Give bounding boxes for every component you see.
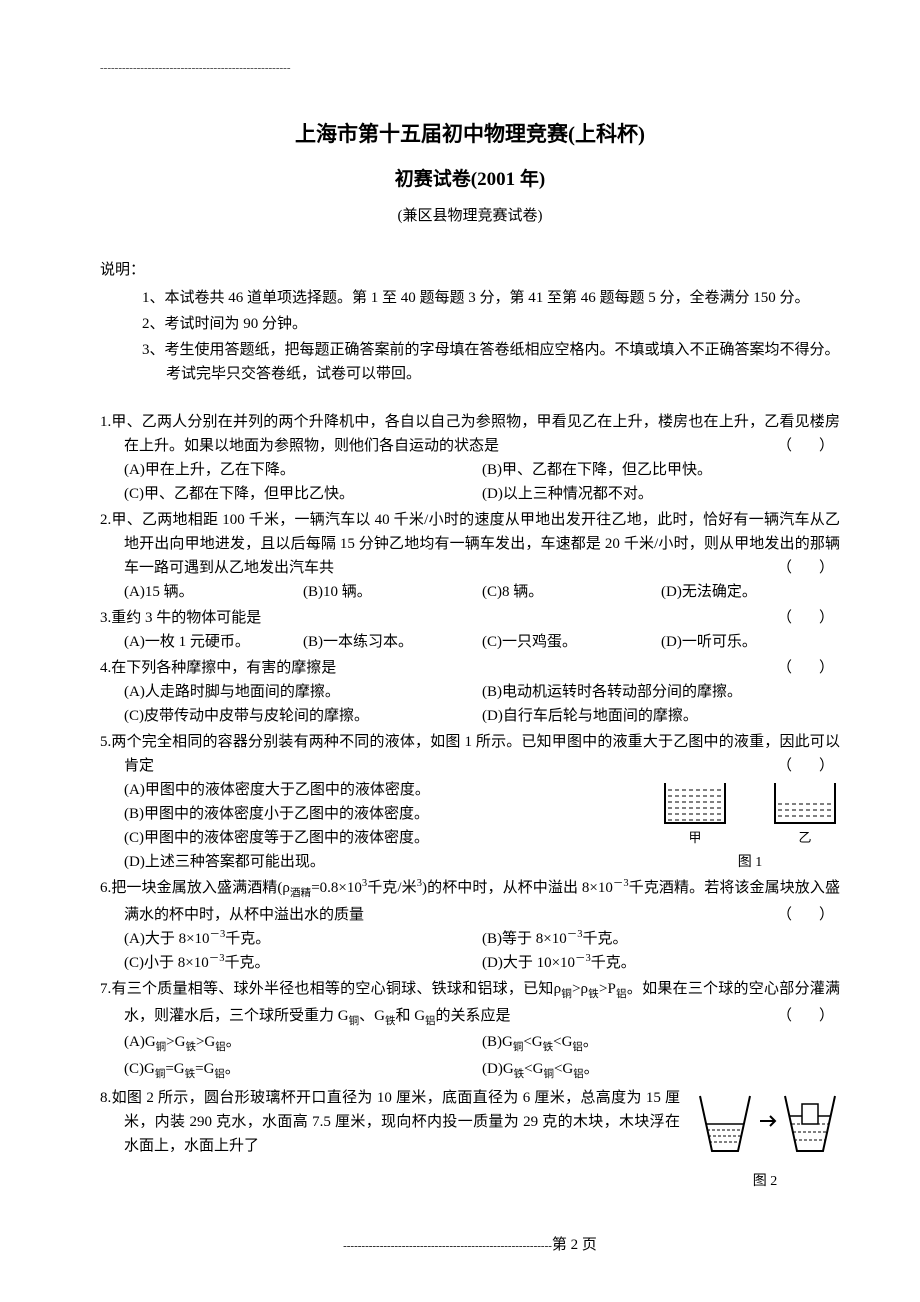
q6-text-p4: )的杯中时，从杯中溢出 8×10 — [422, 880, 613, 896]
question-6: 6.把一块金属放入盛满酒精(ρ酒精=0.8×103千克/米3)的杯中时，从杯中溢… — [100, 876, 840, 975]
q2-opt-c: (C)8 辆。 — [482, 580, 661, 604]
question-8: 图 2 8.如图 2 所示，圆台形玻璃杯开口直径为 10 厘米，底面直径为 6 … — [100, 1086, 840, 1193]
instruction-2: 2、考试时间为 90 分钟。 — [142, 312, 840, 336]
figure-1-label: 图 1 — [660, 852, 840, 874]
q1-opt-a: (A)甲在上升，乙在下降。 — [124, 458, 482, 482]
q7-opt-c: (C)G铜=G铁=G铝。 — [124, 1057, 482, 1084]
q7-text: 7.有三个质量相等、球外半径也相等的空心铜球、铁球和铝球，已知ρ铜>ρ铁>P铝。… — [100, 981, 840, 1024]
footer-page: 第 2 页 — [552, 1237, 597, 1253]
container-yi-icon — [770, 778, 840, 828]
q1-paren: （ ） — [801, 434, 840, 458]
q2-opt-d: (D)无法确定。 — [661, 580, 840, 604]
q6-text-p3: 千克/米 — [367, 880, 417, 896]
q7-paren: （ ） — [801, 1004, 840, 1028]
q4-opt-d: (D)自行车后轮与地面间的摩擦。 — [482, 704, 840, 728]
q4-paren: （ ） — [801, 656, 840, 680]
footer-dash: ----------------------------------------… — [343, 1240, 552, 1252]
figure-1: 甲 乙 图 1 — [660, 778, 840, 874]
instructions-block: 1、本试卷共 46 道单项选择题。第 1 至 40 题每题 3 分，第 41 至… — [100, 286, 840, 386]
figure-2: 图 2 — [690, 1086, 840, 1193]
q6-paren: （ ） — [801, 903, 840, 927]
instructions-label: 说明： — [100, 258, 840, 282]
label-yi: 乙 — [770, 828, 840, 849]
q4-text: 4.在下列各种摩擦中，有害的摩擦是 — [100, 660, 336, 676]
figure-2-label: 图 2 — [690, 1171, 840, 1193]
q4-opt-b: (B)电动机运转时各转动部分间的摩擦。 — [482, 680, 840, 704]
q6-sub1: 酒精 — [290, 888, 311, 899]
page-footer: ----------------------------------------… — [100, 1233, 840, 1257]
q5-text: 5.两个完全相同的容器分别装有两种不同的液体，如图 1 所示。已知甲图中的液重大… — [100, 734, 840, 774]
question-4: 4.在下列各种摩擦中，有害的摩擦是 （ ） (A)人走路时脚与地面间的摩擦。 (B… — [100, 656, 840, 728]
q3-text: 3.重约 3 牛的物体可能是 — [100, 610, 261, 626]
title-note: (兼区县物理竞赛试卷) — [100, 204, 840, 228]
q1-opt-b: (B)甲、乙都在下降，但乙比甲快。 — [482, 458, 840, 482]
q5-paren: （ ） — [801, 754, 840, 778]
q1-opt-c: (C)甲、乙都在下降，但甲比乙快。 — [124, 482, 482, 506]
q2-text: 2.甲、乙两地相距 100 千米，一辆汽车以 40 千米/小时的速度从甲地出发开… — [100, 512, 840, 576]
title-sub: 初赛试卷(2001 年) — [100, 165, 840, 195]
label-jia: 甲 — [660, 828, 730, 849]
q2-opt-b: (B)10 辆。 — [303, 580, 482, 604]
cup-icon — [690, 1086, 840, 1161]
q3-opt-a: (A)一枚 1 元硬币。 — [124, 630, 303, 654]
q6-opt-c: (C)小于 8×10－3千克。 — [124, 951, 482, 975]
q7-opt-a: (A)G铜>G铁>G铝。 — [124, 1030, 482, 1057]
q3-opt-c: (C)一只鸡蛋。 — [482, 630, 661, 654]
q7-opt-b: (B)G铜<G铁<G铝。 — [482, 1030, 840, 1057]
q3-opt-b: (B)一本练习本。 — [303, 630, 482, 654]
question-2: 2.甲、乙两地相距 100 千米，一辆汽车以 40 千米/小时的速度从甲地出发开… — [100, 508, 840, 604]
q6-text-p1: 6.把一块金属放入盛满酒精(ρ — [100, 880, 290, 896]
q6-opt-d: (D)大于 10×10－3千克。 — [482, 951, 840, 975]
q6-opt-b: (B)等于 8×10－3千克。 — [482, 927, 840, 951]
question-7: 7.有三个质量相等、球外半径也相等的空心铜球、铁球和铝球，已知ρ铜>ρ铁>P铝。… — [100, 977, 840, 1084]
q4-opt-c: (C)皮带传动中皮带与皮轮间的摩擦。 — [124, 704, 482, 728]
header-dash: ----------------------------------------… — [100, 60, 840, 78]
instruction-3: 3、考生使用答题纸，把每题正确答案前的字母填在答卷纸相应空格内。不填或填入不正确… — [142, 338, 840, 386]
instruction-1: 1、本试卷共 46 道单项选择题。第 1 至 40 题每题 3 分，第 41 至… — [142, 286, 840, 310]
q1-opt-d: (D)以上三种情况都不对。 — [482, 482, 840, 506]
title-main: 上海市第十五届初中物理竞赛(上科杯) — [100, 118, 840, 152]
q7-opt-d: (D)G铁<G铜<G铝。 — [482, 1057, 840, 1084]
q1-text: 1.甲、乙两人分别在并列的两个升降机中，各自以自己为参照物，甲看见乙在上升，楼房… — [100, 414, 840, 454]
question-1: 1.甲、乙两人分别在并列的两个升降机中，各自以自己为参照物，甲看见乙在上升，楼房… — [100, 410, 840, 506]
question-3: 3.重约 3 牛的物体可能是 （ ） (A)一枚 1 元硬币。 (B)一本练习本。… — [100, 606, 840, 654]
q3-paren: （ ） — [801, 606, 840, 630]
q2-opt-a: (A)15 辆。 — [124, 580, 303, 604]
q4-opt-a: (A)人走路时脚与地面间的摩擦。 — [124, 680, 482, 704]
q6-text-p2: =0.8×10 — [311, 880, 362, 896]
question-5: 5.两个完全相同的容器分别装有两种不同的液体，如图 1 所示。已知甲图中的液重大… — [100, 730, 840, 874]
q6-opt-a: (A)大于 8×10－3千克。 — [124, 927, 482, 951]
q2-paren: （ ） — [801, 556, 840, 580]
container-jia-icon — [660, 778, 730, 828]
q3-opt-d: (D)一听可乐。 — [661, 630, 840, 654]
